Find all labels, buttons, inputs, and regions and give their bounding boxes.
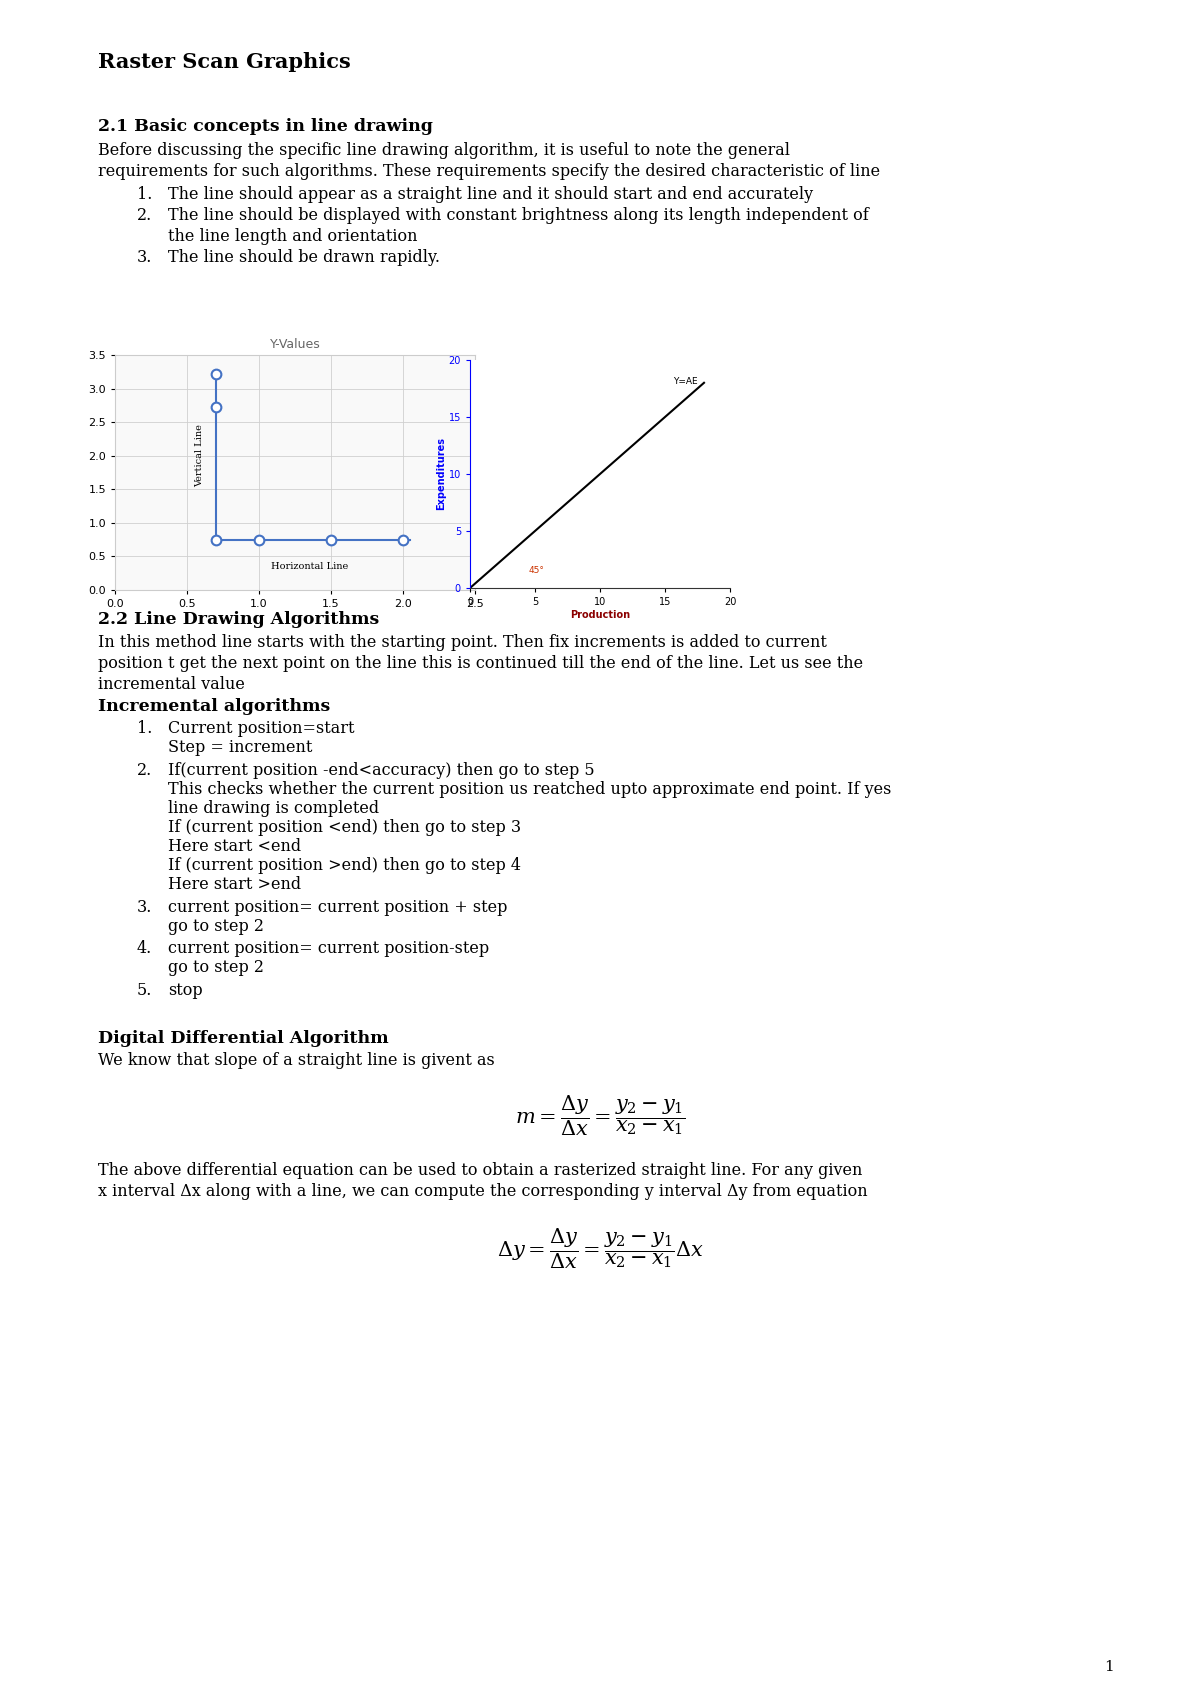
- Y-axis label: Expenditures: Expenditures: [436, 438, 446, 511]
- Text: Digital Differential Algorithm: Digital Differential Algorithm: [98, 1030, 389, 1047]
- Text: The above differential equation can be used to obtain a rasterized straight line: The above differential equation can be u…: [98, 1162, 863, 1179]
- Title: Y-Values: Y-Values: [270, 338, 320, 351]
- Text: current position= current position-step: current position= current position-step: [168, 940, 490, 957]
- Text: x interval Δx along with a line, we can compute the corresponding y interval Δy : x interval Δx along with a line, we can …: [98, 1183, 868, 1200]
- Text: 1: 1: [1104, 1660, 1114, 1673]
- Text: requirements for such algorithms. These requirements specify the desired charact: requirements for such algorithms. These …: [98, 163, 881, 180]
- Text: Here start <end: Here start <end: [168, 838, 301, 855]
- Text: $\Delta y = \dfrac{\Delta y}{\Delta x} = \dfrac{y_2 - y_1}{x_2 - x_1}\Delta x$: $\Delta y = \dfrac{\Delta y}{\Delta x} =…: [497, 1227, 703, 1271]
- Text: This checks whether the current position us reatched upto approximate end point.: This checks whether the current position…: [168, 781, 892, 798]
- Text: 2.2 Line Drawing Algorithms: 2.2 Line Drawing Algorithms: [98, 611, 379, 628]
- Text: Y=AE: Y=AE: [673, 377, 697, 387]
- Text: Horizontal Line: Horizontal Line: [271, 562, 348, 570]
- Text: The line should be drawn rapidly.: The line should be drawn rapidly.: [168, 249, 440, 266]
- Text: If (current position >end) then go to step 4: If (current position >end) then go to st…: [168, 857, 521, 874]
- Text: 45°: 45°: [528, 567, 545, 575]
- Text: line drawing is completed: line drawing is completed: [168, 799, 379, 816]
- Text: Current position=start: Current position=start: [168, 720, 354, 736]
- Text: go to step 2: go to step 2: [168, 918, 264, 935]
- Text: Step = increment: Step = increment: [168, 738, 312, 755]
- Text: current position= current position + step: current position= current position + ste…: [168, 899, 508, 916]
- Text: 4.: 4.: [137, 940, 152, 957]
- Text: We know that slope of a straight line is givent as: We know that slope of a straight line is…: [98, 1052, 496, 1069]
- Text: If(current position -end<accuracy) then go to step 5: If(current position -end<accuracy) then …: [168, 762, 595, 779]
- Text: The line should be displayed with constant brightness along its length independe: The line should be displayed with consta…: [168, 207, 869, 224]
- Text: 3.: 3.: [137, 249, 152, 266]
- Text: The line should appear as a straight line and it should start and end accurately: The line should appear as a straight lin…: [168, 187, 814, 204]
- Text: the line length and orientation: the line length and orientation: [168, 227, 418, 244]
- Text: go to step 2: go to step 2: [168, 959, 264, 976]
- Text: Vertical Line: Vertical Line: [196, 424, 204, 487]
- Text: position t get the next point on the line this is continued till the end of the : position t get the next point on the lin…: [98, 655, 864, 672]
- Text: If (current position <end) then go to step 3: If (current position <end) then go to st…: [168, 818, 521, 837]
- Text: Here start >end: Here start >end: [168, 876, 301, 893]
- Text: 2.1 Basic concepts in line drawing: 2.1 Basic concepts in line drawing: [98, 119, 433, 136]
- Text: stop: stop: [168, 983, 203, 1000]
- Text: Raster Scan Graphics: Raster Scan Graphics: [98, 53, 352, 71]
- Text: 1.: 1.: [137, 187, 152, 204]
- Text: Incremental algorithms: Incremental algorithms: [98, 697, 331, 714]
- Text: 5.: 5.: [137, 983, 152, 1000]
- Text: 2.: 2.: [137, 207, 152, 224]
- Text: 2.: 2.: [137, 762, 152, 779]
- X-axis label: Production: Production: [570, 609, 630, 619]
- Text: $m = \dfrac{\Delta y}{\Delta x} = \dfrac{y_2 - y_1}{x_2 - x_1}$: $m = \dfrac{\Delta y}{\Delta x} = \dfrac…: [515, 1093, 685, 1139]
- Text: In this method line starts with the starting point. Then fix increments is added: In this method line starts with the star…: [98, 635, 827, 652]
- Text: incremental value: incremental value: [98, 675, 245, 692]
- Text: 1.: 1.: [137, 720, 152, 736]
- Text: Before discussing the specific line drawing algorithm, it is useful to note the : Before discussing the specific line draw…: [98, 143, 791, 160]
- Text: 3.: 3.: [137, 899, 152, 916]
